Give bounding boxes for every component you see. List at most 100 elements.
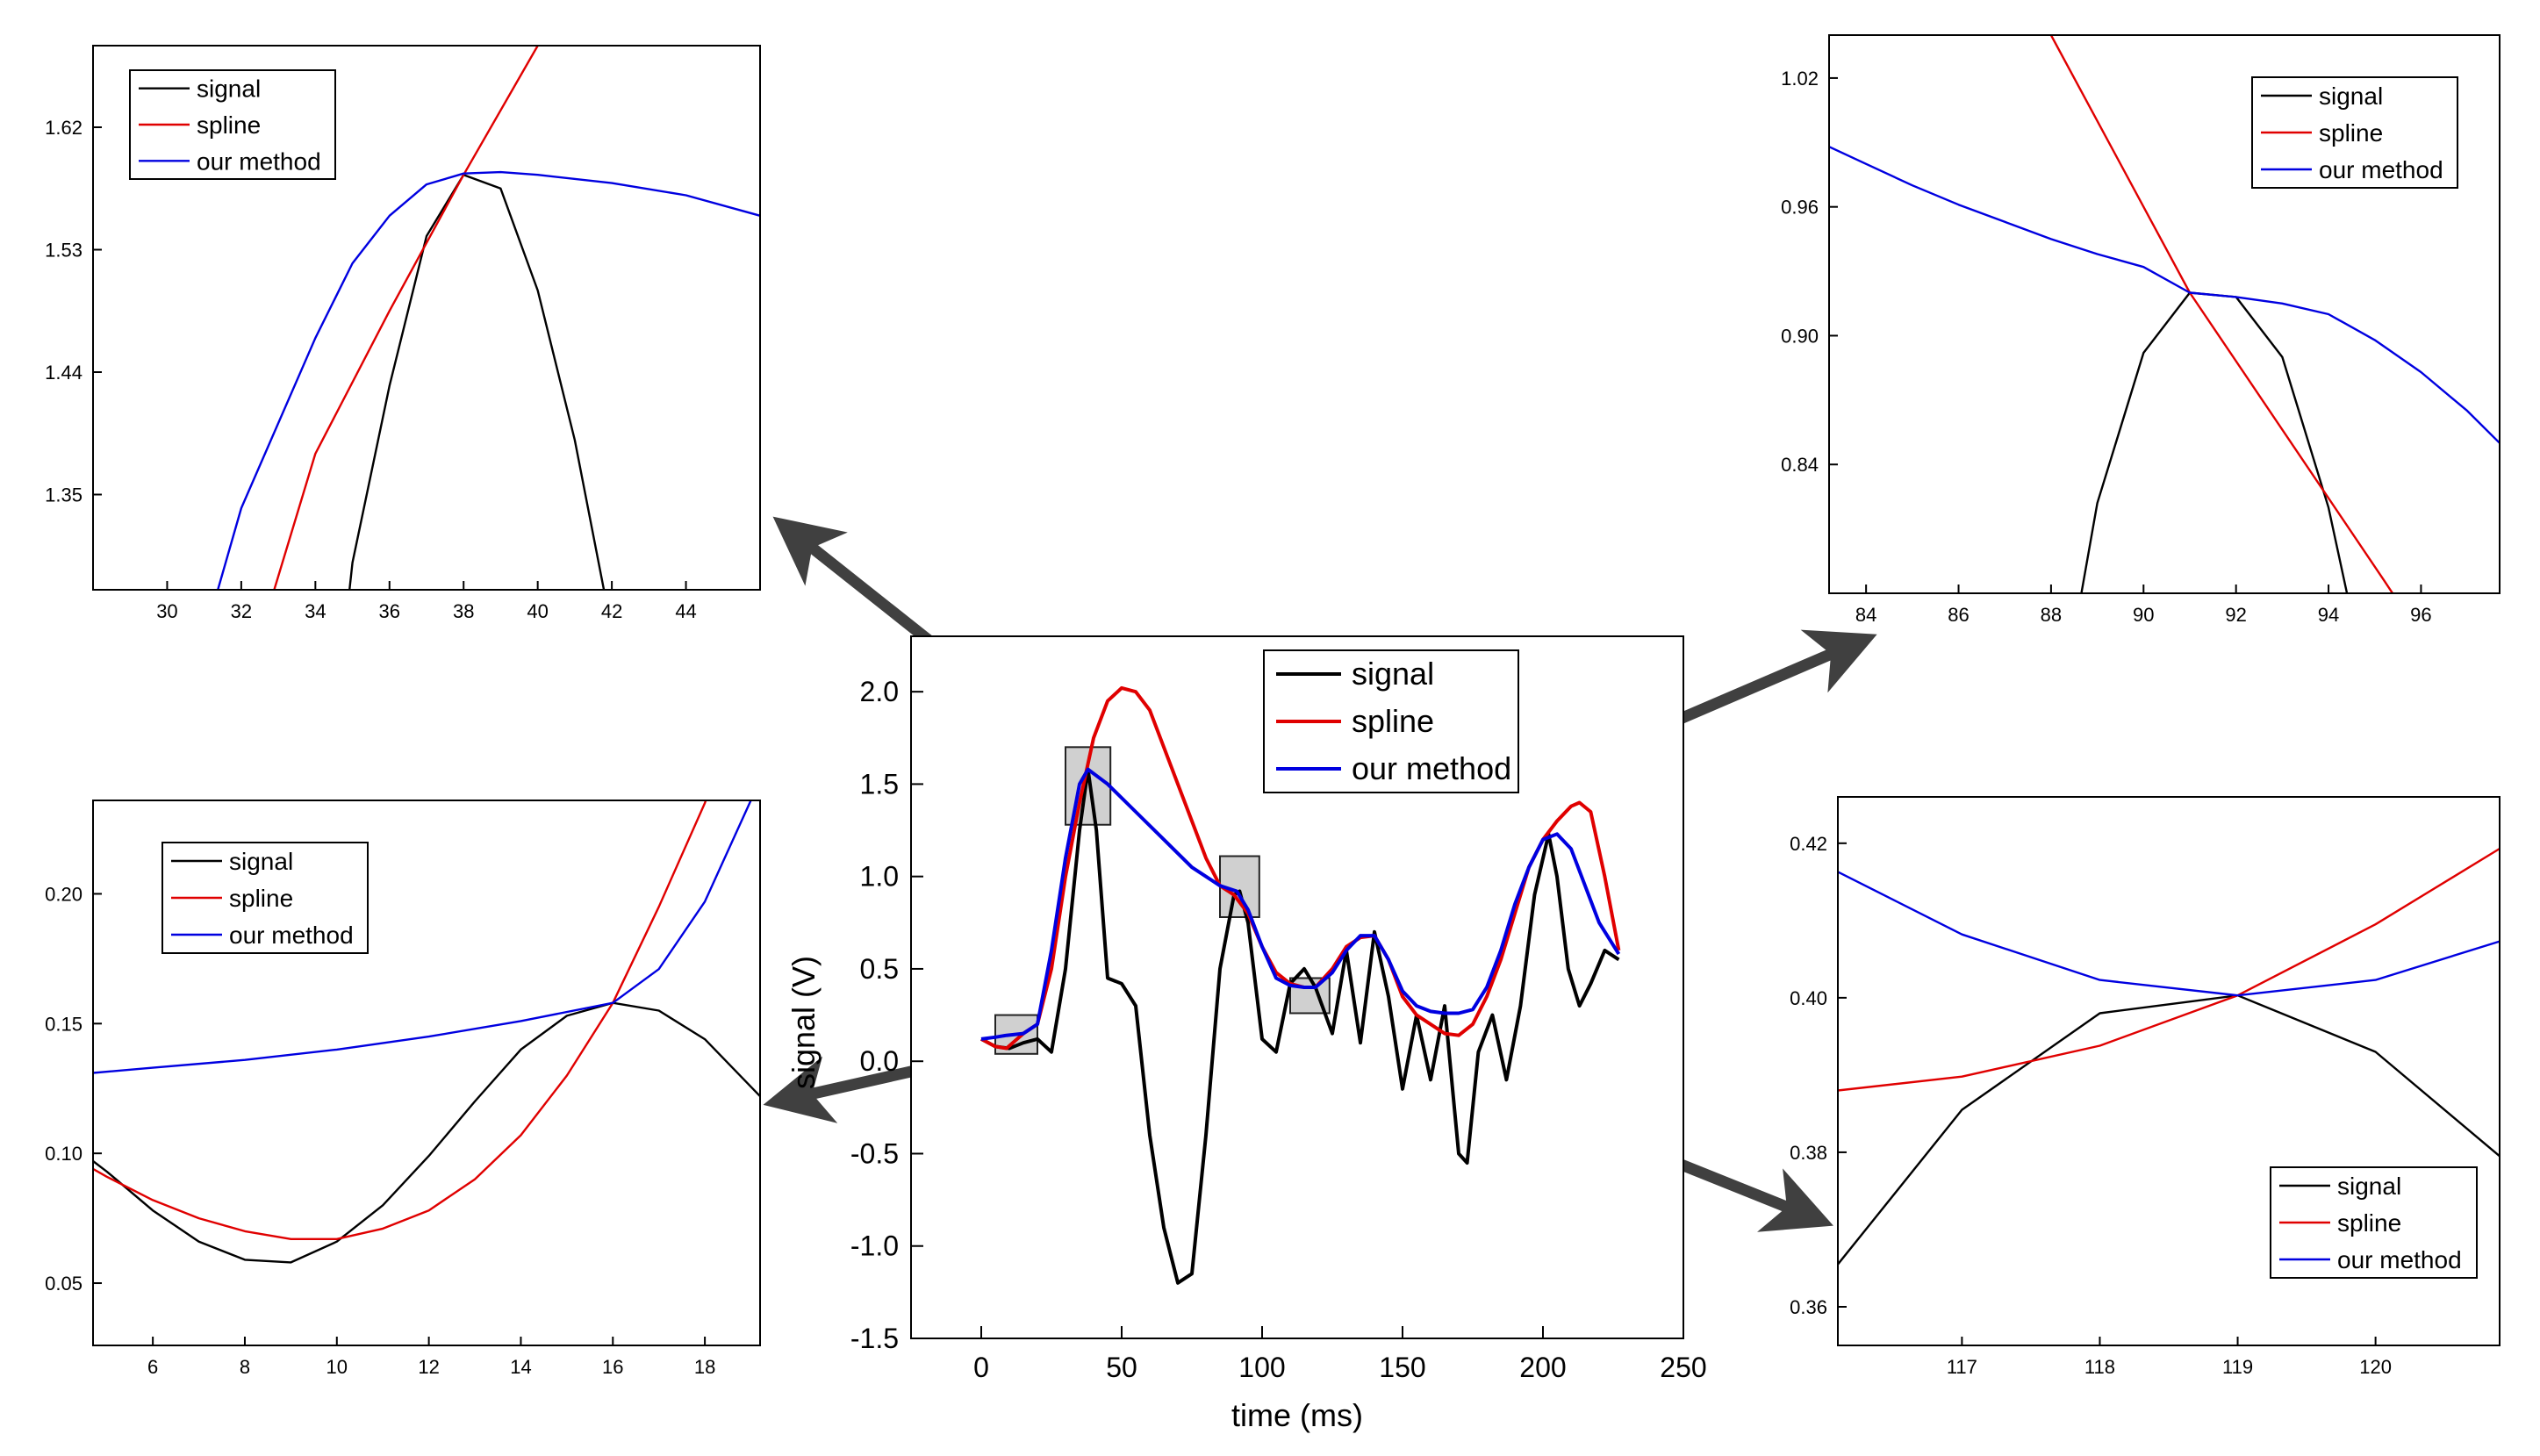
legend-label-signal: signal — [229, 848, 293, 875]
x-tick-label: 120 — [2359, 1356, 2392, 1378]
series-line-our-method — [1829, 145, 2500, 444]
y-tick-label: 0.05 — [45, 1273, 83, 1295]
y-tick-label: 1.5 — [860, 768, 899, 800]
y-tick-label: 0.5 — [860, 953, 899, 985]
plot-frame — [1837, 796, 2501, 1346]
x-tick-label: 30 — [156, 600, 177, 622]
legend: signal spline our method — [2251, 76, 2458, 189]
series-line-our-method — [1838, 871, 2500, 997]
legend-label-spline: spline — [197, 111, 261, 139]
x-tick-label: 0 — [973, 1352, 989, 1383]
y-tick-label: 0.42 — [1790, 833, 1827, 855]
x-tick-label: 10 — [326, 1356, 348, 1378]
legend-label-spline: spline — [229, 885, 293, 912]
series-line-spline — [273, 46, 540, 590]
y-tick-label: 1.53 — [45, 240, 83, 262]
chart-main: 0 50 100 150 200 250 -1.5 -1.0 -0.5 0.0 0.5 1.0 1.5 2… — [786, 635, 1707, 1433]
legend-label-our-method: our method — [197, 147, 321, 175]
legend-label-our-method: our method — [2319, 156, 2443, 183]
plot-frame — [92, 45, 761, 591]
x-tick-label: 92 — [2225, 604, 2246, 626]
y-tick-label: 0.15 — [45, 1013, 83, 1035]
legend: signal spline our method — [2270, 1166, 2478, 1279]
y-tick-label: 1.62 — [45, 117, 83, 139]
x-tick-label: 86 — [1948, 604, 1969, 626]
x-tick-label: 44 — [675, 600, 696, 622]
series-line-signal — [980, 767, 1620, 1285]
y-tick-label: 0.10 — [45, 1143, 83, 1165]
x-tick-label: 14 — [510, 1356, 531, 1378]
chart-zoom-top-left: 30 32 34 36 38 40 42 44 1.35 1.44 1.53 1.62 signal sp… — [45, 45, 761, 622]
x-tick-label: 200 — [1519, 1352, 1566, 1383]
legend: signal spline our method — [129, 69, 336, 180]
legend-label-spline: spline — [1352, 703, 1434, 739]
series-line-our-method — [216, 170, 760, 590]
series-line-signal — [93, 1001, 760, 1264]
series-line-signal — [348, 173, 606, 590]
x-tick-label: 40 — [527, 600, 548, 622]
x-tick-label: 38 — [453, 600, 474, 622]
legend-label-signal: signal — [2319, 82, 2383, 110]
x-tick-label: 94 — [2318, 604, 2339, 626]
y-tick-label: 1.44 — [45, 362, 83, 384]
y-tick-label: 0.96 — [1781, 197, 1819, 219]
x-tick-label: 34 — [305, 600, 326, 622]
y-tick-label: 1.02 — [1781, 68, 1819, 90]
plot-frame — [92, 800, 761, 1346]
x-tick-label: 90 — [2133, 604, 2154, 626]
x-tick-label: 50 — [1106, 1352, 1137, 1383]
legend: signal spline our method — [1263, 649, 1519, 793]
chart-zoom-bottom-right: 117 118 119 120 0.36 0.38 0.40 0.42 signal spline… — [1790, 796, 2501, 1378]
x-tick-label: 18 — [694, 1356, 715, 1378]
plot-frame — [1828, 34, 2501, 594]
series-line-spline — [93, 800, 707, 1241]
x-tick-label: 8 — [240, 1356, 250, 1378]
chart-zoom-bottom-left: 6 8 10 12 14 16 18 0.05 0.10 0.15 0.20 signal spline… — [45, 800, 761, 1378]
y-tick-label: -0.5 — [850, 1137, 899, 1169]
x-tick-label: 117 — [1947, 1356, 1977, 1378]
y-tick-label: 2.0 — [860, 676, 899, 707]
legend: signal spline our method — [161, 842, 369, 954]
y-tick-label: 0.0 — [860, 1045, 899, 1077]
legend-label-spline: spline — [2337, 1209, 2401, 1237]
x-tick-label: 36 — [379, 600, 400, 622]
legend-label-signal: signal — [1352, 656, 1434, 692]
legend-label-our-method: our method — [229, 922, 354, 949]
y-tick-label: 0.36 — [1790, 1296, 1827, 1318]
x-axis-title: time (ms) — [1231, 1397, 1363, 1433]
x-tick-label: 16 — [602, 1356, 623, 1378]
legend-label-our-method: our method — [2337, 1246, 2462, 1273]
series-line-spline — [1838, 847, 2500, 1092]
y-tick-label: 0.90 — [1781, 325, 1819, 347]
series-line-our-method — [93, 800, 752, 1074]
series-line-our-method — [980, 767, 1621, 1041]
y-tick-label: 0.20 — [45, 883, 83, 905]
x-tick-label: 6 — [147, 1356, 158, 1378]
chart-zoom-top-right: 84 86 88 90 92 94 96 0.84 0.90 0.96 1.02 signal spli… — [1781, 34, 2501, 626]
x-tick-label: 96 — [2410, 604, 2431, 626]
x-tick-label: 84 — [1855, 604, 1876, 626]
x-tick-label: 150 — [1379, 1352, 1425, 1383]
y-tick-label: 0.40 — [1790, 987, 1827, 1009]
x-tick-label: 250 — [1660, 1352, 1706, 1383]
y-tick-label: -1.0 — [850, 1230, 899, 1262]
y-tick-label: 1.35 — [45, 484, 83, 506]
series-line-spline — [2049, 35, 2394, 593]
x-tick-label: 119 — [2222, 1356, 2253, 1378]
legend-label-our-method: our method — [1352, 750, 1511, 786]
y-tick-label: 0.38 — [1790, 1142, 1827, 1164]
y-tick-label: 1.0 — [860, 861, 899, 893]
legend-label-signal: signal — [197, 75, 261, 103]
y-tick-label: -1.5 — [850, 1323, 899, 1354]
series-line-signal — [1838, 993, 2500, 1266]
legend-label-signal: signal — [2337, 1173, 2401, 1200]
x-tick-label: 88 — [2041, 604, 2062, 626]
legend-label-spline: spline — [2319, 119, 2383, 147]
x-tick-label: 12 — [418, 1356, 439, 1378]
x-tick-label: 118 — [2084, 1356, 2115, 1378]
y-axis-title: signal (V) — [786, 956, 822, 1089]
plot-frame — [910, 635, 1684, 1339]
y-tick-label: 0.84 — [1781, 454, 1819, 476]
x-tick-label: 32 — [231, 600, 252, 622]
